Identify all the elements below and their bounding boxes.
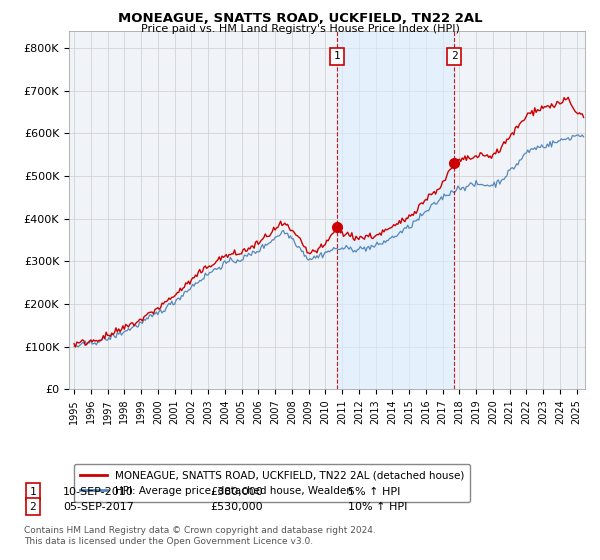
Text: Price paid vs. HM Land Registry's House Price Index (HPI): Price paid vs. HM Land Registry's House … [140,24,460,34]
Legend: MONEAGUE, SNATTS ROAD, UCKFIELD, TN22 2AL (detached house), HPI: Average price, : MONEAGUE, SNATTS ROAD, UCKFIELD, TN22 2A… [74,464,470,502]
Text: MONEAGUE, SNATTS ROAD, UCKFIELD, TN22 2AL: MONEAGUE, SNATTS ROAD, UCKFIELD, TN22 2A… [118,12,482,25]
Text: 2: 2 [29,502,37,512]
Text: 5% ↑ HPI: 5% ↑ HPI [348,487,400,497]
Text: 1: 1 [29,487,37,497]
Text: 2: 2 [451,52,458,62]
Text: 1: 1 [334,52,340,62]
Text: £530,000: £530,000 [210,502,263,512]
Text: £380,000: £380,000 [210,487,263,497]
Text: 10% ↑ HPI: 10% ↑ HPI [348,502,407,512]
Text: 05-SEP-2017: 05-SEP-2017 [63,502,134,512]
Text: 10-SEP-2010: 10-SEP-2010 [63,487,134,497]
Text: Contains HM Land Registry data © Crown copyright and database right 2024.
This d: Contains HM Land Registry data © Crown c… [24,526,376,546]
